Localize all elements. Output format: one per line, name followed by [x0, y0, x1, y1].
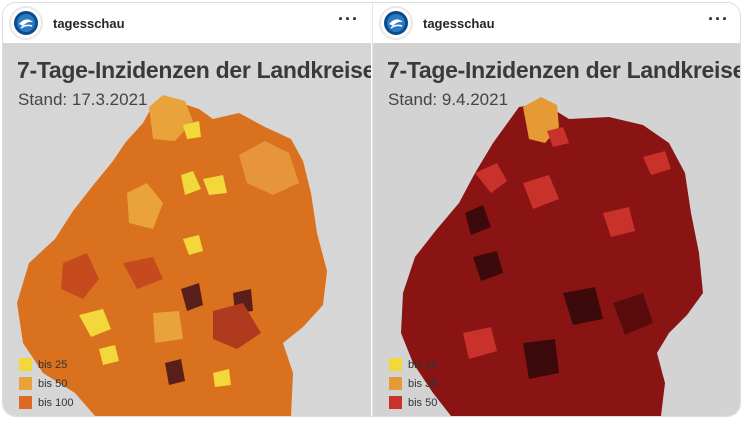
region-west-light	[127, 183, 163, 229]
map-date: Stand: 9.4.2021	[388, 90, 509, 109]
region-yellow-2	[203, 175, 227, 195]
region-east-dark	[213, 303, 261, 349]
more-options-button[interactable]: ···	[708, 9, 729, 29]
legend-label: bis 50	[38, 377, 68, 390]
region-center-light	[523, 175, 559, 209]
region-south-light	[463, 327, 497, 359]
region-darkest-1	[181, 283, 203, 311]
map-legend: bis 20 bis 35 bis 50	[389, 355, 437, 412]
region-northeast-light	[643, 151, 671, 175]
legend-swatch	[389, 396, 402, 409]
region-darkest-2	[473, 251, 503, 281]
legend-swatch	[19, 358, 32, 371]
region-yellow-6	[99, 345, 119, 365]
legend-item: bis 50	[19, 374, 73, 393]
region-darkest-1	[465, 205, 491, 235]
post-header: tagesschau ···	[3, 3, 371, 43]
region-darkest-4	[523, 339, 559, 379]
legend-swatch	[389, 377, 402, 390]
post-right: tagesschau ··· 7-Tage-Inzidenzen der Lan…	[372, 3, 741, 416]
region-yellow-7	[213, 369, 231, 387]
region-west-light-1	[475, 163, 507, 193]
avatar[interactable]	[379, 6, 413, 40]
legend-label: bis 50	[408, 396, 438, 409]
legend-swatch	[19, 396, 32, 409]
legend-swatch	[389, 358, 402, 371]
region-center-dark	[123, 257, 163, 289]
username[interactable]: tagesschau	[423, 15, 495, 31]
region-darkest-3	[165, 359, 185, 385]
region-northeast-light	[239, 141, 299, 195]
incidence-map-left	[17, 95, 327, 416]
region-darkest-3	[563, 287, 603, 325]
legend-item: bis 35	[389, 374, 437, 393]
region-east-light	[603, 207, 635, 237]
region-north-light	[547, 127, 569, 147]
legend-label: bis 20	[408, 358, 438, 371]
legend-item: bis 25	[19, 355, 73, 374]
legend-label: bis 35	[408, 377, 438, 390]
region-yellow-5	[79, 309, 111, 337]
region-yellow-4	[183, 235, 203, 255]
region-yellow-3	[183, 121, 201, 139]
region-east-dark	[613, 293, 653, 335]
legend-item: bis 50	[389, 393, 437, 412]
tagesschau-logo-icon	[14, 11, 38, 35]
region-north-light	[149, 95, 193, 141]
incidence-map-right	[401, 97, 703, 416]
region-south-light	[153, 311, 183, 343]
region-west-dark	[61, 253, 99, 299]
legend-item: bis 100	[19, 393, 73, 412]
legend-item: bis 20	[389, 355, 437, 374]
map-title: 7-Tage-Inzidenzen der Landkreise	[387, 57, 741, 83]
post-image: 7-Tage-Inzidenzen der Landkreise Stand: …	[373, 43, 741, 416]
map-legend: bis 25 bis 50 bis 100	[19, 355, 73, 412]
map-title: 7-Tage-Inzidenzen der Landkreise	[17, 57, 371, 83]
map-date: Stand: 17.3.2021	[18, 90, 148, 109]
post-left: tagesschau ···	[3, 3, 371, 416]
post-image: 7-Tage-Inzidenzen der Landkreise Stand: …	[3, 43, 371, 416]
username[interactable]: tagesschau	[53, 15, 125, 31]
avatar[interactable]	[9, 6, 43, 40]
legend-label: bis 25	[38, 358, 68, 371]
tagesschau-logo-icon	[384, 11, 408, 35]
post-header: tagesschau ···	[373, 3, 740, 43]
legend-swatch	[19, 377, 32, 390]
region-yellow-1	[181, 171, 201, 195]
legend-label: bis 100	[38, 396, 74, 409]
more-options-button[interactable]: ···	[338, 9, 359, 29]
